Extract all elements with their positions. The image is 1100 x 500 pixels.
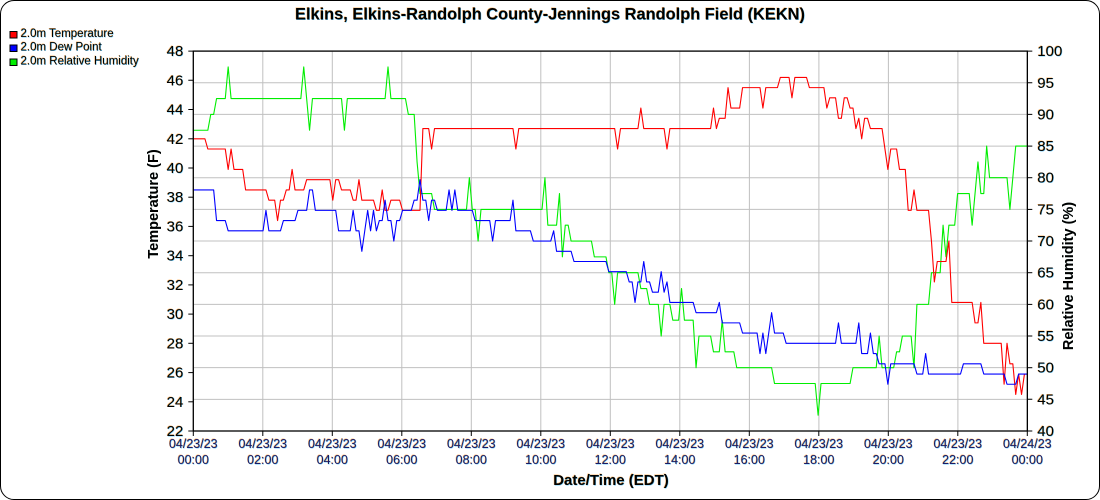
svg-text:80: 80 <box>1037 170 1054 187</box>
svg-text:04/23/23: 04/23/23 <box>864 437 913 451</box>
svg-text:04/23/23: 04/23/23 <box>725 437 774 451</box>
svg-text:04/23/23: 04/23/23 <box>655 437 704 451</box>
svg-text:85: 85 <box>1037 138 1054 155</box>
svg-text:34: 34 <box>167 248 184 265</box>
svg-text:04/23/23: 04/23/23 <box>238 437 287 451</box>
svg-text:42: 42 <box>167 131 184 148</box>
svg-text:2.0m Relative Humidity: 2.0m Relative Humidity <box>21 56 139 68</box>
svg-text:04/23/23: 04/23/23 <box>377 437 426 451</box>
svg-text:10:00: 10:00 <box>525 453 556 467</box>
svg-text:12:00: 12:00 <box>595 453 626 467</box>
svg-text:26: 26 <box>167 365 184 382</box>
svg-text:04/24/23: 04/24/23 <box>1003 437 1052 451</box>
svg-text:44: 44 <box>167 102 184 119</box>
svg-text:Temperature (F): Temperature (F) <box>146 149 162 258</box>
svg-text:Relative Humidity (%): Relative Humidity (%) <box>1061 202 1077 350</box>
svg-text:30: 30 <box>167 306 184 323</box>
svg-text:60: 60 <box>1037 296 1054 313</box>
svg-text:40: 40 <box>167 160 184 177</box>
svg-text:00:00: 00:00 <box>178 453 209 467</box>
svg-text:16:00: 16:00 <box>734 453 765 467</box>
svg-text:65: 65 <box>1037 265 1054 282</box>
svg-text:75: 75 <box>1037 201 1054 218</box>
svg-text:18:00: 18:00 <box>803 453 834 467</box>
svg-text:95: 95 <box>1037 75 1054 92</box>
svg-text:04/23/23: 04/23/23 <box>447 437 496 451</box>
svg-text:32: 32 <box>167 277 184 294</box>
svg-text:06:00: 06:00 <box>386 453 417 467</box>
svg-text:04:00: 04:00 <box>317 453 348 467</box>
svg-text:55: 55 <box>1037 328 1054 345</box>
svg-text:04/23/23: 04/23/23 <box>516 437 565 451</box>
svg-text:Elkins, Elkins-Randolph County: Elkins, Elkins-Randolph County-Jennings … <box>295 6 805 24</box>
svg-text:38: 38 <box>167 189 184 206</box>
svg-text:2.0m Dew Point: 2.0m Dew Point <box>21 42 103 54</box>
svg-text:14:00: 14:00 <box>664 453 695 467</box>
svg-text:70: 70 <box>1037 233 1054 250</box>
svg-text:04/23/23: 04/23/23 <box>794 437 843 451</box>
svg-text:00:00: 00:00 <box>1012 453 1043 467</box>
svg-text:45: 45 <box>1037 391 1054 408</box>
svg-text:48: 48 <box>167 43 184 60</box>
svg-text:36: 36 <box>167 218 184 235</box>
svg-text:100: 100 <box>1037 43 1062 60</box>
svg-text:2.0m Temperature: 2.0m Temperature <box>21 28 114 40</box>
svg-text:28: 28 <box>167 335 184 352</box>
svg-text:04/23/23: 04/23/23 <box>586 437 635 451</box>
svg-text:24: 24 <box>167 394 184 411</box>
svg-text:04/23/23: 04/23/23 <box>169 437 218 451</box>
svg-text:46: 46 <box>167 72 184 89</box>
svg-text:20:00: 20:00 <box>873 453 904 467</box>
svg-text:22:00: 22:00 <box>942 453 973 467</box>
svg-text:90: 90 <box>1037 106 1054 123</box>
svg-text:08:00: 08:00 <box>456 453 487 467</box>
svg-text:04/23/23: 04/23/23 <box>308 437 357 451</box>
svg-text:02:00: 02:00 <box>247 453 278 467</box>
svg-text:50: 50 <box>1037 360 1054 377</box>
svg-text:Date/Time (EDT): Date/Time (EDT) <box>553 472 669 489</box>
svg-text:04/23/23: 04/23/23 <box>933 437 982 451</box>
